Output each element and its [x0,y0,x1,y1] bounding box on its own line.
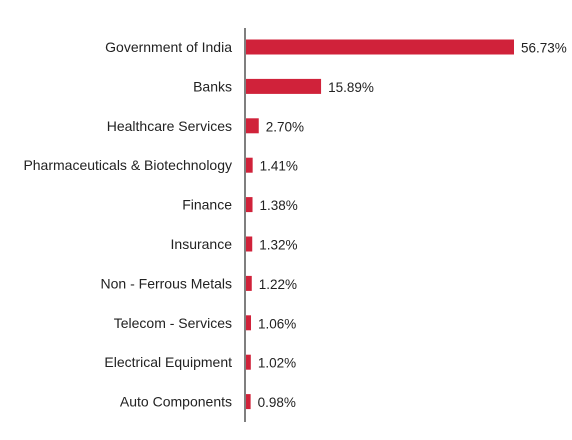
category-label: Pharmaceuticals & Biotechnology [23,157,232,173]
category-label: Auto Components [120,394,232,410]
bar-row: Insurance 1.32% [171,236,298,253]
bar [246,39,514,55]
bar-row: Auto Components 0.98% [120,394,296,411]
value-label: 1.06% [258,316,296,331]
value-label: 15.89% [328,80,374,95]
bar-row: Non - Ferrous Metals 1.22% [101,275,298,292]
bar-row: Telecom - Services 1.06% [114,315,297,332]
category-label: Non - Ferrous Metals [101,275,232,291]
category-label: Telecom - Services [114,315,232,331]
bar-row: Banks 15.89% [193,78,374,95]
value-label: 1.41% [260,159,298,174]
bar [246,354,251,370]
bar-row: Electrical Equipment 1.02% [104,354,296,371]
bar-row: Healthcare Services 2.70% [107,118,304,135]
value-label: 1.02% [258,356,296,371]
value-label: 1.32% [259,238,297,253]
bar [246,315,252,331]
value-label: 1.22% [259,277,297,292]
category-label: Banks [193,78,232,94]
category-label: Finance [182,197,232,213]
bar [246,236,253,252]
value-label: 2.70% [266,119,304,134]
category-label: Insurance [171,236,233,252]
bar-row: Government of India 56.73% [105,39,567,56]
bar-row: Finance 1.38% [182,197,298,214]
bar [246,118,259,134]
category-label: Government of India [105,39,232,55]
category-label: Healthcare Services [107,118,232,134]
bar [246,197,253,213]
value-label: 1.38% [260,198,298,213]
category-label: Electrical Equipment [104,354,232,370]
value-label: 0.98% [258,395,296,410]
bar [246,394,251,410]
bar [246,275,252,291]
value-label: 56.73% [521,41,567,56]
bar-row: Pharmaceuticals & Biotechnology 1.41% [23,157,298,174]
bar [246,157,253,173]
bar [246,78,322,94]
